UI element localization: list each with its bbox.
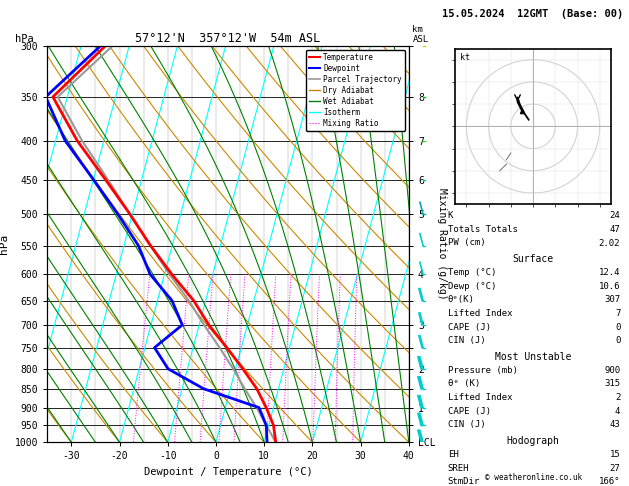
Text: km
ASL: km ASL: [413, 25, 428, 44]
Text: Pressure (mb): Pressure (mb): [448, 366, 518, 375]
Text: PW (cm): PW (cm): [448, 239, 486, 247]
Text: K: K: [448, 211, 453, 220]
Text: 47: 47: [610, 225, 620, 234]
Text: θᵉ (K): θᵉ (K): [448, 380, 480, 388]
Text: StmDir: StmDir: [448, 477, 480, 486]
Text: 2: 2: [615, 393, 620, 402]
Text: 10.6: 10.6: [599, 282, 620, 291]
Text: CIN (J): CIN (J): [448, 336, 486, 345]
Text: 43: 43: [610, 420, 620, 429]
Text: 27: 27: [610, 464, 620, 472]
Text: EH: EH: [448, 450, 459, 459]
Text: θᵉ(K): θᵉ(K): [448, 295, 475, 304]
Text: kt: kt: [460, 52, 470, 62]
Text: 15: 15: [610, 450, 620, 459]
Text: Dewp (°C): Dewp (°C): [448, 282, 496, 291]
Y-axis label: Mixing Ratio (g/kg): Mixing Ratio (g/kg): [437, 189, 447, 300]
Text: Most Unstable: Most Unstable: [495, 352, 571, 362]
X-axis label: Dewpoint / Temperature (°C): Dewpoint / Temperature (°C): [143, 467, 313, 477]
Text: Hodograph: Hodograph: [506, 436, 560, 446]
Text: Temp (°C): Temp (°C): [448, 268, 496, 277]
Text: Surface: Surface: [513, 254, 554, 264]
Text: 0: 0: [615, 323, 620, 331]
Text: Lifted Index: Lifted Index: [448, 393, 512, 402]
Text: 166°: 166°: [599, 477, 620, 486]
Text: Totals Totals: Totals Totals: [448, 225, 518, 234]
Text: 900: 900: [604, 366, 620, 375]
Text: hPa: hPa: [14, 34, 33, 44]
Text: CAPE (J): CAPE (J): [448, 323, 491, 331]
Text: 12.4: 12.4: [599, 268, 620, 277]
Text: Lifted Index: Lifted Index: [448, 309, 512, 318]
Text: 315: 315: [604, 380, 620, 388]
Text: 307: 307: [604, 295, 620, 304]
Text: 4: 4: [615, 407, 620, 416]
Text: 24: 24: [610, 211, 620, 220]
Text: SREH: SREH: [448, 464, 469, 472]
Text: © weatheronline.co.uk: © weatheronline.co.uk: [484, 473, 582, 482]
Legend: Temperature, Dewpoint, Parcel Trajectory, Dry Adiabat, Wet Adiabat, Isotherm, Mi: Temperature, Dewpoint, Parcel Trajectory…: [306, 50, 405, 131]
Text: CAPE (J): CAPE (J): [448, 407, 491, 416]
Text: 2.02: 2.02: [599, 239, 620, 247]
Title: 57°12'N  357°12'W  54m ASL: 57°12'N 357°12'W 54m ASL: [135, 32, 321, 45]
Text: 0: 0: [615, 336, 620, 345]
Text: 7: 7: [615, 309, 620, 318]
Text: 15.05.2024  12GMT  (Base: 00): 15.05.2024 12GMT (Base: 00): [442, 9, 624, 19]
Y-axis label: hPa: hPa: [0, 234, 9, 254]
Text: CIN (J): CIN (J): [448, 420, 486, 429]
